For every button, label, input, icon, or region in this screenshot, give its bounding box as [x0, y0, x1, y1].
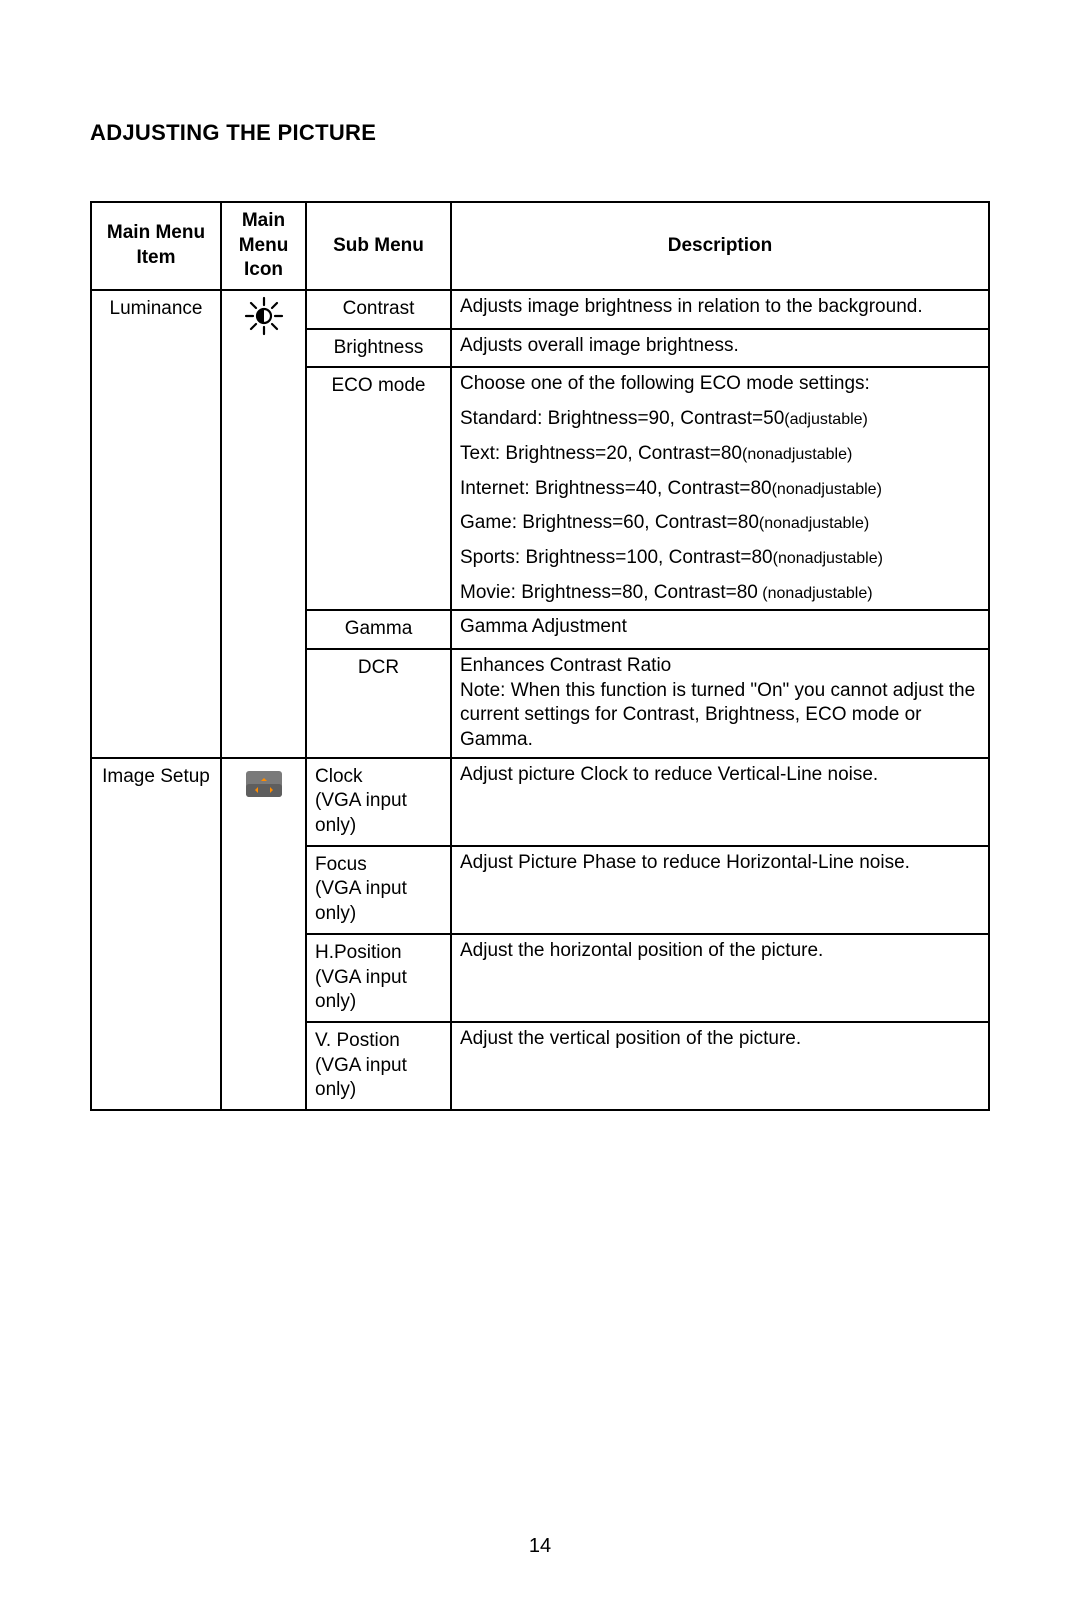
col-sub-menu: Sub Menu	[306, 202, 451, 290]
eco-line-main: Sports: Brightness=100, Contrast=80	[460, 547, 773, 568]
page-number: 14	[0, 1535, 1080, 1558]
eco-line-main: Game: Brightness=60, Contrast=80	[460, 512, 759, 533]
submenu-label: Clock(VGA input only)	[306, 758, 451, 846]
page-title: ADJUSTING THE PICTURE	[90, 120, 990, 146]
page: ADJUSTING THE PICTURE Main Menu Item Mai…	[0, 0, 1080, 1618]
eco-line: Movie: Brightness=80, Contrast=80 (nonad…	[460, 581, 982, 606]
menu-settings-table: Main Menu Item Main Menu Icon Sub Menu D…	[90, 201, 990, 1111]
submenu-label: V. Postion(VGA input only)	[306, 1022, 451, 1110]
eco-line: Game: Brightness=60, Contrast=80(nonadju…	[460, 511, 982, 536]
eco-line-suffix: (nonadjustable)	[773, 550, 883, 567]
eco-line-suffix: (adjustable)	[784, 411, 868, 428]
eco-line-suffix: (nonadjustable)	[759, 515, 869, 532]
submenu-label: Brightness	[306, 329, 451, 368]
col-main-menu-icon: Main Menu Icon	[221, 202, 306, 290]
description-cell: Enhances Contrast RatioNote: When this f…	[451, 649, 989, 758]
description-cell: Choose one of the following ECO mode set…	[451, 367, 989, 610]
image-setup-icon	[243, 763, 285, 805]
eco-line-suffix: (nonadjustable)	[742, 446, 852, 463]
eco-line-main: Internet: Brightness=40, Contrast=80	[460, 478, 772, 499]
submenu-label: ECO mode	[306, 367, 451, 610]
col-main-menu-item: Main Menu Item	[91, 202, 221, 290]
eco-line: Text: Brightness=20, Contrast=80(nonadju…	[460, 442, 982, 467]
description-cell: Adjust Picture Phase to reduce Horizonta…	[451, 846, 989, 934]
eco-line-main: Movie: Brightness=80, Contrast=80	[460, 582, 758, 603]
description-cell: Gamma Adjustment	[451, 610, 989, 649]
description-cell: Adjusts overall image brightness.	[451, 329, 989, 368]
main-item-image-setup: Image Setup	[91, 758, 221, 1110]
table-row: Luminance	[91, 290, 989, 329]
submenu-label: H.Position(VGA input only)	[306, 934, 451, 1022]
eco-line-suffix: (nonadjustable)	[758, 585, 873, 602]
eco-line: Internet: Brightness=40, Contrast=80(non…	[460, 477, 982, 502]
eco-line: Standard: Brightness=90, Contrast=50(adj…	[460, 407, 982, 432]
main-item-luminance: Luminance	[91, 290, 221, 758]
submenu-label: Focus(VGA input only)	[306, 846, 451, 934]
description-cell: Adjust the horizontal position of the pi…	[451, 934, 989, 1022]
col-description: Description	[451, 202, 989, 290]
eco-line-main: Standard: Brightness=90, Contrast=50	[460, 408, 784, 429]
eco-mode-list: Choose one of the following ECO mode set…	[460, 372, 982, 605]
submenu-label: Contrast	[306, 290, 451, 329]
table-row: Image Setup Clock(VGA input only) Adjust…	[91, 758, 989, 846]
description-cell: Adjust the vertical position of the pict…	[451, 1022, 989, 1110]
submenu-label: DCR	[306, 649, 451, 758]
icon-cell-image-setup	[221, 758, 306, 1110]
description-cell: Adjust picture Clock to reduce Vertical-…	[451, 758, 989, 846]
eco-line-suffix: (nonadjustable)	[772, 481, 882, 498]
submenu-label: Gamma	[306, 610, 451, 649]
description-cell: Adjusts image brightness in relation to …	[451, 290, 989, 329]
eco-line-main: Text: Brightness=20, Contrast=80	[460, 443, 742, 464]
brightness-icon	[243, 295, 285, 337]
eco-intro: Choose one of the following ECO mode set…	[460, 372, 982, 397]
table-header-row: Main Menu Item Main Menu Icon Sub Menu D…	[91, 202, 989, 290]
eco-line: Sports: Brightness=100, Contrast=80(nona…	[460, 546, 982, 571]
icon-cell-luminance	[221, 290, 306, 758]
